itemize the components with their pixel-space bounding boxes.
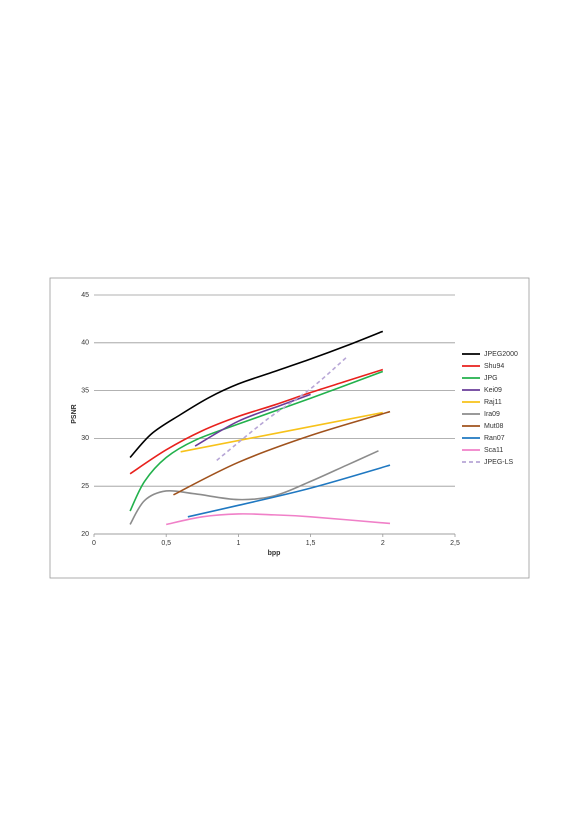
- legend-label: Shu94: [484, 363, 504, 370]
- series-line: [129, 450, 379, 525]
- legend-label: JPEG2000: [484, 351, 518, 358]
- legend-label: JPEG-LS: [484, 459, 514, 466]
- series-line: [180, 411, 383, 453]
- legend-label: Mut08: [484, 423, 504, 430]
- legend-label: Kei09: [484, 387, 502, 394]
- series-line: [166, 513, 391, 526]
- series-line: [129, 370, 384, 512]
- series-line: [129, 368, 384, 475]
- x-axis-label: bpp: [268, 550, 281, 557]
- y-tick-label: 25: [81, 483, 89, 490]
- chart-frame: [49, 277, 530, 579]
- legend-label: JPG: [484, 375, 498, 382]
- y-tick-label: 30: [81, 435, 89, 442]
- legend-label: Raj11: [484, 399, 502, 406]
- y-tick-label: 35: [81, 387, 89, 394]
- y-axis-label: PSNR: [71, 404, 78, 423]
- legend-label: Sca11: [484, 447, 503, 454]
- x-tick-label: 1,5: [306, 540, 316, 547]
- series-line: [187, 464, 391, 518]
- x-tick-label: 2: [381, 540, 385, 547]
- y-tick-label: 20: [81, 531, 89, 538]
- y-tick-label: 45: [81, 292, 89, 299]
- y-tick-label: 40: [81, 340, 89, 347]
- x-tick-label: 1: [236, 540, 240, 547]
- legend-label: Ran07: [484, 435, 505, 442]
- series-line: [129, 330, 384, 459]
- series-line: [173, 410, 391, 496]
- legend-label: Ira09: [484, 411, 500, 418]
- x-tick-label: 2,5: [450, 540, 460, 547]
- x-tick-label: 0: [92, 540, 96, 547]
- x-tick-label: 0,5: [161, 540, 171, 547]
- series-line: [194, 393, 311, 447]
